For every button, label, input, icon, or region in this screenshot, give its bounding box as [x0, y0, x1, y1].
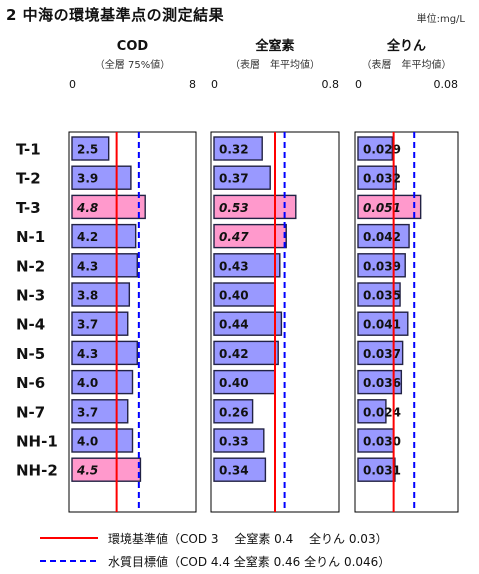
data-label: 4.8 — [76, 201, 98, 215]
data-label: 0.031 — [363, 464, 401, 478]
bar — [357, 311, 409, 336]
tick-label: 0 — [211, 78, 218, 91]
data-label: 0.42 — [219, 347, 249, 361]
data-label: 4.0 — [77, 435, 98, 449]
data-label: 0.042 — [363, 230, 401, 244]
bar — [213, 136, 263, 161]
data-label: 0.40 — [219, 376, 249, 390]
bar — [71, 311, 129, 336]
bar — [213, 428, 265, 453]
bar — [71, 194, 146, 220]
data-label: 0.024 — [363, 405, 401, 419]
category-label: N-6 — [16, 374, 45, 392]
category-label: N-7 — [16, 403, 45, 421]
data-label: 2.5 — [77, 143, 98, 157]
data-label: 0.53 — [219, 201, 249, 215]
data-label: 0.039 — [363, 259, 401, 273]
data-label: 4.5 — [76, 464, 98, 478]
data-label: 4.0 — [77, 376, 98, 390]
bar — [71, 282, 131, 307]
data-label: 4.2 — [77, 230, 98, 244]
category-label: N-5 — [16, 345, 45, 363]
data-label: 3.7 — [77, 405, 98, 419]
panel-title: 全窒素 — [254, 38, 294, 54]
category-label: N-3 — [16, 287, 45, 305]
data-label: 0.051 — [363, 201, 401, 215]
bar — [357, 369, 403, 395]
bar — [71, 136, 110, 161]
category-label: NH-1 — [16, 433, 58, 451]
data-label: 0.037 — [363, 347, 401, 361]
bar — [357, 194, 422, 220]
legend-standard-label: 環境基準値（COD 3 全窒素 0.4 全りん 0.03） — [108, 531, 388, 546]
data-label: 0.030 — [363, 435, 401, 449]
page-title: 2 中海の環境基準点の測定結果 — [6, 6, 225, 24]
bar — [71, 340, 138, 366]
data-label: 0.32 — [219, 143, 249, 157]
bar — [357, 399, 387, 424]
category-label: N-2 — [16, 257, 45, 275]
category-label: T-3 — [16, 199, 41, 217]
bar — [213, 253, 281, 278]
data-label: 0.34 — [219, 464, 249, 478]
bar — [357, 136, 394, 161]
panel-subtitle: （表層 年平均値） — [230, 58, 320, 71]
bar — [357, 223, 410, 249]
tick-label: 0.08 — [434, 78, 459, 91]
tick-label: 0 — [355, 78, 362, 91]
data-label: 0.33 — [219, 435, 249, 449]
data-label: 0.041 — [363, 318, 401, 332]
category-label: N-1 — [16, 228, 45, 246]
unit-label: 単位:mg/L — [416, 14, 465, 25]
bar — [213, 399, 254, 424]
bar — [213, 311, 283, 336]
tick-label: 0.8 — [322, 78, 340, 91]
bar — [213, 340, 279, 366]
data-label: 0.40 — [219, 289, 249, 303]
bar — [357, 340, 404, 366]
bar — [357, 165, 397, 190]
category-label: T-2 — [16, 170, 41, 188]
data-label: 0.26 — [219, 405, 249, 419]
category-label: NH-2 — [16, 462, 58, 480]
data-label: 0.44 — [219, 318, 249, 332]
data-label: 3.9 — [77, 172, 98, 186]
bar — [71, 223, 137, 249]
tick-label: 0 — [69, 78, 76, 91]
category-label: N-4 — [16, 316, 45, 334]
panel-title: COD — [117, 39, 149, 54]
panel-subtitle: （全層 75%値） — [95, 58, 170, 71]
data-label: 0.47 — [219, 230, 249, 244]
legend-target-label: 水質目標値（COD 4.4 全窒素 0.46 全りん 0.046） — [108, 554, 390, 569]
data-label: 4.3 — [77, 259, 98, 273]
bar — [213, 457, 267, 482]
panel-subtitle: （表層 年平均値） — [362, 58, 452, 71]
bar — [71, 399, 129, 424]
data-label: 0.032 — [363, 172, 401, 186]
tick-label: 8 — [189, 78, 196, 91]
data-label: 0.029 — [363, 143, 401, 157]
data-label: 4.3 — [77, 347, 98, 361]
data-label: 0.43 — [219, 259, 249, 273]
data-label: 0.036 — [363, 376, 401, 390]
data-label: 0.37 — [219, 172, 249, 186]
data-label: 3.8 — [77, 289, 98, 303]
panel-title: 全りん — [386, 38, 426, 54]
data-label: 3.7 — [77, 318, 98, 332]
bar — [71, 253, 138, 278]
bar — [213, 223, 287, 249]
bar — [357, 457, 396, 482]
bar — [71, 457, 142, 482]
data-label: 0.035 — [363, 289, 401, 303]
bar — [357, 282, 401, 307]
bar — [213, 165, 271, 190]
category-label: T-1 — [16, 141, 41, 159]
